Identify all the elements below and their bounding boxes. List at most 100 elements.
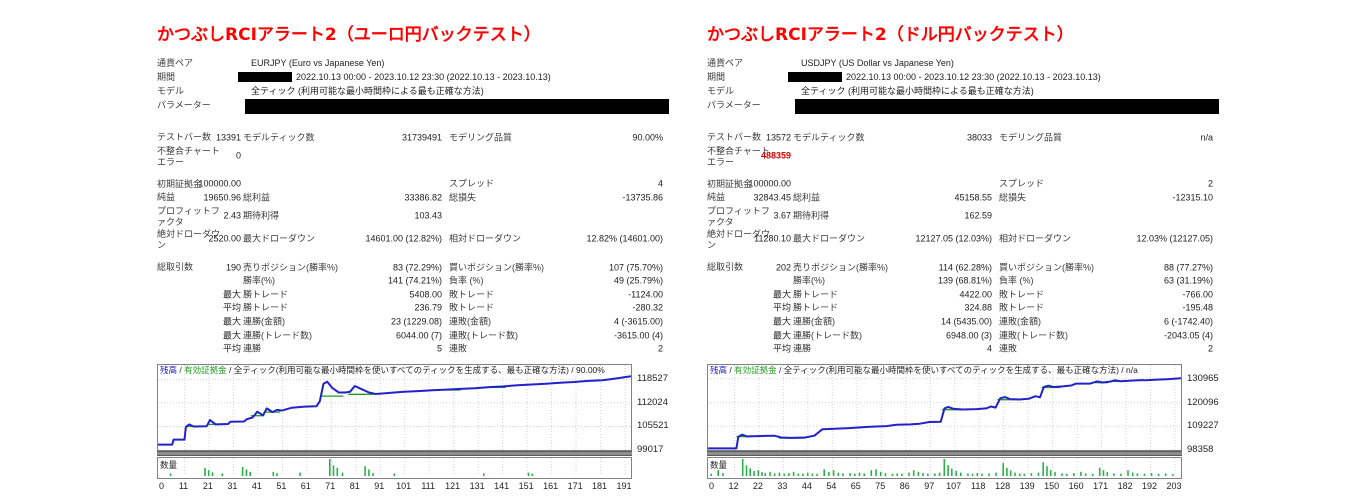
x-axis-label: 31	[227, 480, 238, 491]
stat-value: 324.88	[964, 302, 992, 313]
redaction-bar	[788, 72, 842, 82]
stat-label: 総利益	[793, 192, 821, 203]
stat-value: 23 (1229.08)	[390, 316, 442, 327]
stat-row: 平均 勝トレード 324.88 敗トレード -195.48	[707, 302, 1213, 316]
report-title-eurjpy: かつぶしRCIアラート2（ユーロ円バックテスト）	[157, 25, 541, 45]
info-value-text: EURJPY (Euro vs Japanese Yen)	[251, 58, 385, 68]
x-axis-label: 91	[374, 480, 385, 491]
stat-value: 19650.96	[203, 192, 241, 203]
info-label: 期間	[157, 72, 176, 82]
info-value	[245, 99, 669, 114]
stat-label: 勝トレード	[793, 289, 839, 300]
stat-value: 5	[436, 343, 442, 354]
stat-value: 最大	[222, 289, 241, 300]
info-label: 通貨ペア	[707, 58, 744, 68]
stat-label: 連敗(トレード数)	[999, 330, 1068, 341]
stat-row: 絶対ドローダウン 2520.00 最大ドローダウン 14601.00 (12.82%)…	[157, 228, 663, 251]
legend-model-quality: / 全ティック(利用可能な最小時間枠を使いすべてのティックを生成する、最も正確な…	[226, 364, 605, 375]
balance-chart: 残高 / 有効証拠金 / 全ティック(利用可能な最小時間枠を使いすべてのティック…	[707, 363, 1219, 494]
stat-value: 6 (-1742.40)	[1163, 316, 1213, 327]
info-label: 期間	[707, 72, 726, 82]
report-title-usdjpy: かつぶしRCIアラート2（ドル円バックテスト）	[707, 25, 1074, 45]
stat-value: 38033	[966, 132, 992, 143]
stat-value: -766.00	[1182, 289, 1213, 300]
stat-label: 相対ドローダウン	[999, 233, 1072, 244]
x-axis-label: 22	[752, 480, 763, 491]
stat-label: 総取引数	[707, 261, 744, 272]
stat-value: 100000.00	[748, 178, 791, 189]
info-value: 全ティック (利用可能な最小時間枠による最も正確な方法)	[801, 85, 1213, 97]
stat-value: 488359	[760, 150, 791, 161]
x-axis-label: 41	[251, 480, 262, 491]
report-usdjpy: かつぶしRCIアラート2（ドル円バックテスト） 通貨ペア USDJPY (US D…	[707, 25, 1219, 494]
balance-line	[708, 377, 1181, 450]
volume-plot	[710, 457, 1176, 476]
y-axis-label: 130965	[1187, 372, 1219, 384]
x-axis-label: 51	[276, 480, 287, 491]
stat-label: テストバー数	[157, 132, 212, 142]
stat-value: -13735.86	[622, 192, 663, 203]
stat-row: 純益 19650.96 総利益 33386.82 総損失 -13735.86	[157, 191, 663, 205]
stat-label: 連勝(トレード数)	[793, 330, 862, 341]
balance-plot	[158, 364, 631, 450]
x-axis-label: 191	[616, 480, 632, 491]
info-row: 通貨ペア USDJPY (US Dollar vs Japanese Yen)	[707, 57, 1213, 71]
x-axis-label: 0	[709, 480, 715, 491]
stat-label: 期待利得	[793, 210, 830, 221]
info-value: 2022.10.13 00:00 - 2023.10.12 23:30 (202…	[238, 71, 663, 83]
stat-row: テストバー数 13391 モデルティック数 31739491 モデリング品質 90.00%	[157, 131, 663, 145]
x-axis-label: 107	[946, 480, 962, 491]
legend-balance-label: 残高	[160, 364, 178, 375]
stat-value: 14 (5435.00)	[940, 316, 992, 327]
x-axis-labels: 0 12 22 33 44 54 65 75 86 97 107 118 128 139 150 160 171…	[707, 480, 1182, 493]
volume-bars	[710, 458, 1174, 476]
x-axis-label: 65	[850, 480, 861, 491]
stat-value: 88 (77.27%)	[1163, 262, 1213, 273]
y-axis-label: 109227	[1187, 420, 1219, 432]
stat-label: 勝率(%)	[793, 275, 825, 286]
x-axis-labels: 0 11 21 31 41 51 61 71 81 91 101 111 121 131 141 151 161…	[157, 480, 632, 493]
stat-row: 最大 連勝(トレード数) 6948.00 (3) 連敗(トレード数) -2043.05 …	[707, 329, 1213, 343]
stat-row: 初期証拠金 100000.00 スプレッド 4	[157, 178, 663, 192]
stat-label: 連敗	[999, 343, 1018, 354]
stat-value: -1124.00	[628, 289, 663, 300]
stat-label	[707, 274, 773, 275]
info-label: モデル	[157, 86, 185, 96]
volume-label: 数量	[160, 459, 178, 470]
stat-label: 敗トレード	[449, 302, 495, 313]
info-label: パラメーター	[157, 100, 211, 110]
stat-label: モデリング品質	[999, 132, 1063, 143]
stat-label: 買いポジション(勝率%)	[449, 262, 544, 273]
grid-lines	[733, 457, 1176, 476]
legend-separator: /	[177, 364, 185, 375]
stat-row: 勝率(%) 141 (74.21%) 負率 (%) 49 (25.79%)	[157, 274, 663, 288]
stat-value: 13391	[215, 132, 241, 143]
stat-label: スプレッド	[449, 178, 495, 189]
stat-row: 最大 連勝(金額) 14 (5435.00) 連敗(金額) 6 (-1742.40)	[707, 315, 1213, 329]
stat-value: 2	[1207, 178, 1213, 189]
stat-row: 最大 勝トレード 5408.00 敗トレード -1124.00	[157, 288, 663, 302]
chart-legend: 残高 / 有効証拠金 / 全ティック(利用可能な最小時間枠を使いすべてのティック…	[160, 365, 605, 376]
x-axis-label: 182	[1117, 480, 1133, 491]
stat-label: 敗トレード	[999, 289, 1045, 300]
stat-label: モデルティック数	[243, 132, 315, 143]
stat-row: 最大 勝トレード 4422.00 敗トレード -766.00	[707, 288, 1213, 302]
stat-value: 3.67	[773, 210, 791, 221]
stat-value: 12.82% (14601.00)	[586, 233, 663, 244]
info-value	[795, 99, 1219, 114]
stat-value: 63 (31.19%)	[1163, 275, 1213, 286]
stat-label: 勝トレード	[793, 302, 839, 313]
stats-table: テストバー数 13572 モデルティック数 38033 モデリング品質 n/a 不整合チャー…	[707, 131, 1213, 356]
volume-panel: 数量	[707, 456, 1182, 479]
grid-lines	[183, 457, 626, 476]
info-row: パラメーター	[157, 99, 669, 117]
info-value: 全ティック (利用可能な最小時間枠による最も正確な方法)	[251, 85, 663, 97]
stat-value: 45158.55	[954, 192, 992, 203]
stat-label: 最大ドローダウン	[243, 233, 316, 244]
x-axis-label: 171	[1093, 480, 1109, 491]
stat-label: 連勝	[243, 343, 262, 354]
legend-equity-label: 有効証拠金	[184, 364, 227, 375]
panel-separator	[707, 450, 1182, 456]
stat-label: 負率 (%)	[449, 275, 484, 286]
info-table: 通貨ペア EURJPY (Euro vs Japanese Yen) 期間 2022.…	[157, 57, 669, 117]
